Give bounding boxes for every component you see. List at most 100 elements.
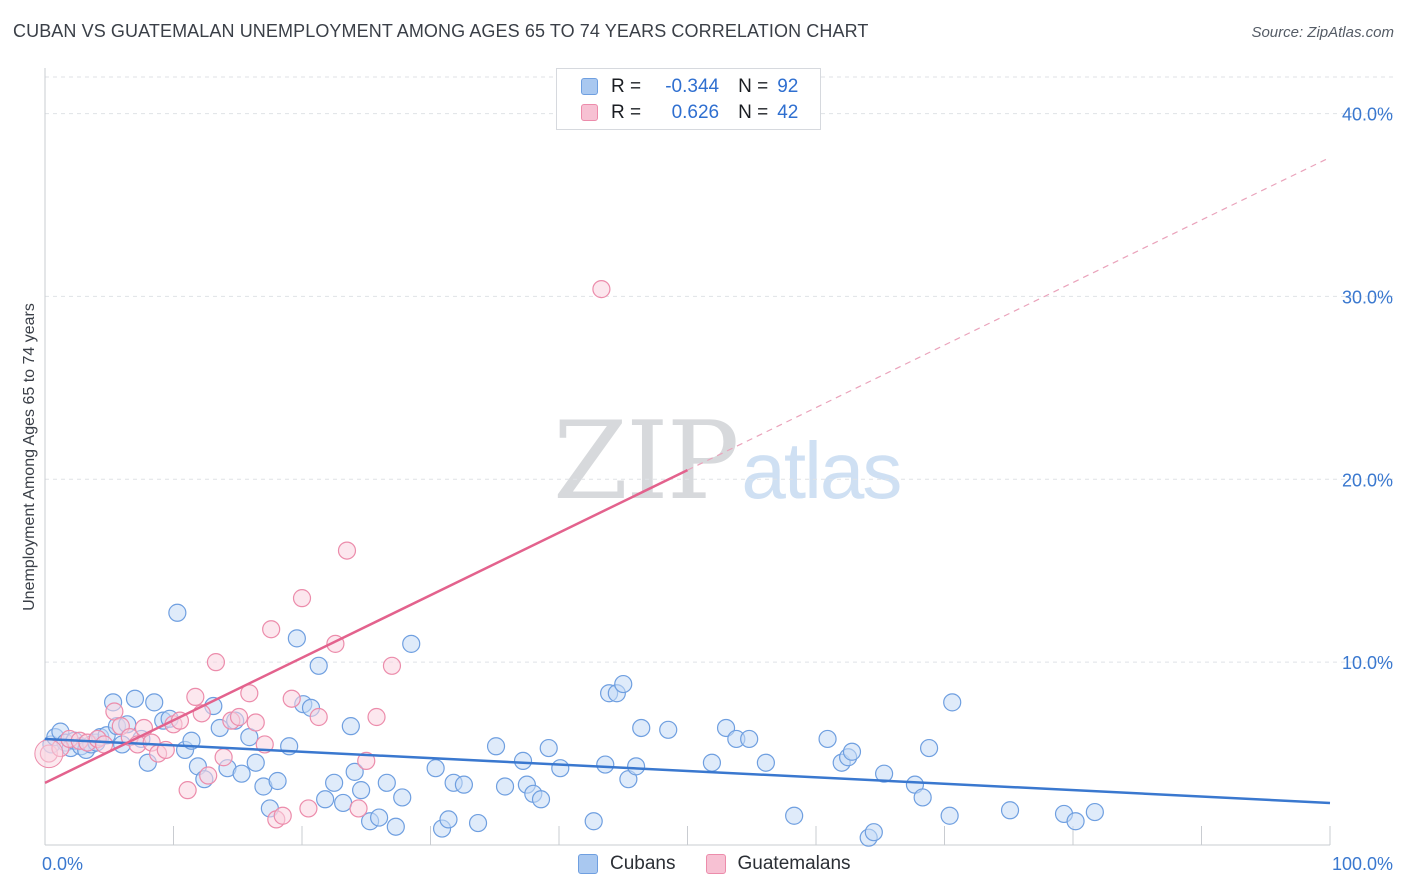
grid-lines [45, 76, 1394, 663]
guatemalans-point [246, 713, 265, 732]
cubans-point [1000, 801, 1020, 820]
guatemalans-point [229, 707, 249, 727]
cubans-point [756, 753, 775, 772]
cubans-point [287, 629, 306, 648]
y-tick-label: 40.0% [1342, 105, 1393, 125]
cubans-point [454, 775, 474, 794]
cubans-point [232, 764, 251, 783]
guatemalans-trend-extension [687, 156, 1331, 471]
cubans-point [402, 634, 421, 653]
cubans-point [345, 762, 364, 781]
stats-n-value: 42 [777, 102, 799, 123]
cubans-point [919, 738, 939, 758]
cubans-point [426, 759, 445, 778]
cubans-point [632, 718, 651, 738]
stats-swatch-guatemalans [581, 104, 598, 121]
y-tick-label: 20.0% [1342, 470, 1393, 490]
cubans-point [386, 817, 405, 836]
cubans-point [842, 742, 862, 761]
guatemalans-point [592, 280, 611, 299]
cubans-point [551, 759, 570, 778]
guatemalans-point [262, 620, 281, 639]
x-tick-label: 100.0% [1332, 854, 1393, 874]
stats-n-label: N = [738, 76, 769, 97]
stats-n-label: N = [738, 102, 769, 123]
cubans-point [168, 603, 187, 622]
cubans-point [1066, 812, 1085, 831]
axes [44, 68, 1331, 846]
guatemalans-point [309, 707, 328, 727]
cubans-point [913, 788, 932, 807]
cubans-trend-line [44, 737, 1331, 805]
stats-r-label: R = [611, 102, 642, 123]
legend-label-cubans: Cubans [610, 853, 676, 874]
x-tick-label: 0.0% [42, 854, 83, 874]
tick-labels: 10.0% 20.0% 30.0% 40.0% 0.0% 100.0% [42, 105, 1393, 874]
guatemalans-point [199, 766, 218, 785]
guatemalans-point [34, 739, 64, 769]
guatemalans-point [349, 799, 368, 818]
cubans-point [393, 788, 412, 807]
legend-swatch-cubans [578, 854, 598, 874]
stats-r-value: 0.626 [671, 102, 720, 123]
cubans-point [370, 808, 389, 827]
cubans-point [513, 751, 533, 770]
cubans-point [125, 689, 145, 708]
stats-r-value: -0.344 [665, 76, 720, 97]
guatemalans-point [299, 799, 318, 818]
cubans-point [531, 790, 551, 809]
cubans-point [875, 764, 894, 783]
cubans-point [539, 738, 558, 758]
cubans-point [246, 753, 265, 772]
stats-row-guatemalans: R = 0.626 N = 42 [581, 101, 799, 125]
cubans-point [614, 674, 633, 694]
trend-lines [44, 156, 1331, 805]
cubans-point [325, 773, 344, 792]
cubans-point [316, 790, 335, 809]
stats-r-label: R = [611, 76, 642, 97]
cubans-point [495, 777, 515, 796]
cubans-point [341, 717, 360, 736]
cubans-point [940, 806, 959, 825]
guatemalans-point [337, 541, 357, 560]
cubans-point [943, 693, 962, 712]
guatemalans-point [206, 653, 226, 672]
cubans-point [584, 812, 603, 831]
guatemalans-point [282, 689, 301, 708]
chart-title: CUBAN VS GUATEMALAN UNEMPLOYMENT AMONG A… [13, 21, 869, 41]
cubans-point [818, 729, 837, 749]
chart-legend: Cubans Guatemalans [578, 851, 881, 877]
source-credit: Source: ZipAtlas.com [1251, 24, 1394, 41]
legend-item-guatemalans[interactable]: Guatemalans [705, 853, 851, 875]
legend-swatch-guatemalans [705, 854, 726, 874]
cubans-point [864, 823, 883, 842]
guatemalans-point [178, 781, 197, 800]
cubans-point [352, 781, 371, 800]
guatemalans-point [186, 687, 205, 706]
cubans-point [268, 771, 287, 791]
guatemalans-point [382, 656, 402, 675]
guatemalans-point [273, 806, 292, 825]
cubans-point [468, 813, 488, 833]
guatemalans-point [367, 707, 386, 727]
cubans-point [626, 757, 646, 776]
guatemalans-point [357, 751, 376, 770]
correlation-stats-box: R = -0.344 N = 92 R = 0.626 N = 42 [556, 68, 821, 130]
cubans-point [377, 773, 396, 792]
legend-label-guatemalans: Guatemalans [737, 853, 851, 874]
cubans-point [439, 810, 458, 829]
cubans-point [334, 793, 353, 813]
stats-row-cubans: R = -0.344 N = 92 [581, 75, 798, 99]
guatemalans-point [292, 589, 312, 608]
stats-swatch-cubans [581, 78, 598, 95]
legend-item-cubans[interactable]: Cubans [578, 853, 676, 875]
y-tick-label: 30.0% [1342, 287, 1393, 307]
guatemalans-point [214, 748, 233, 767]
cubans-point [702, 753, 722, 772]
series-cubans-points [42, 603, 1104, 847]
y-tick-label: 10.0% [1342, 653, 1393, 673]
cubans-point [659, 720, 678, 739]
cubans-point [740, 729, 759, 749]
cubans-point [785, 806, 804, 825]
